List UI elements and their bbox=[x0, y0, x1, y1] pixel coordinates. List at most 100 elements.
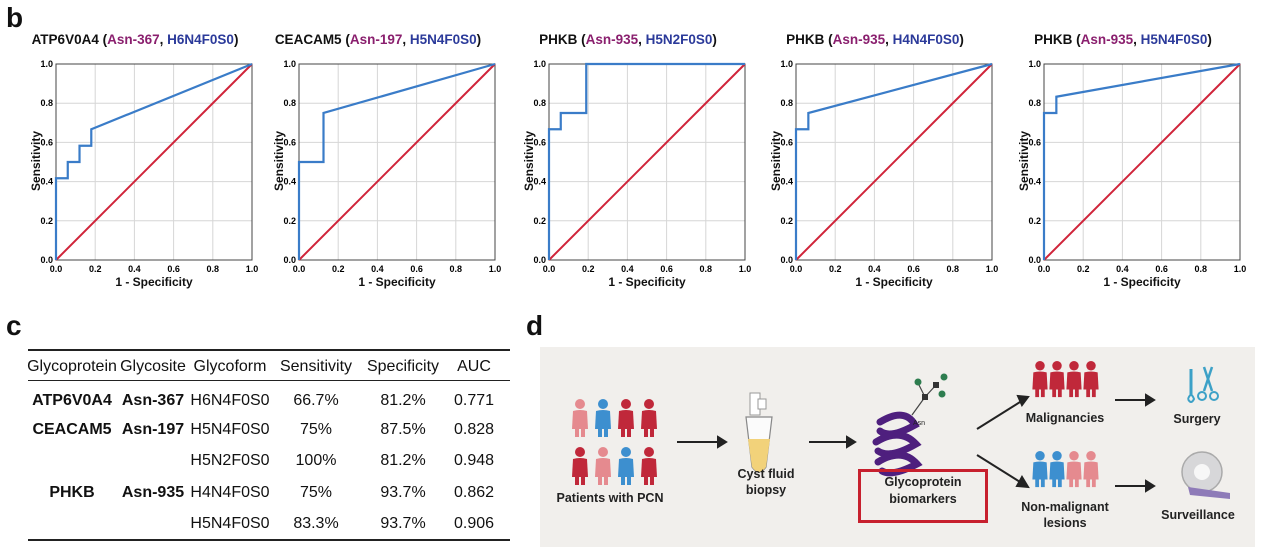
x-tick-label: 0.2 bbox=[829, 264, 842, 274]
x-tick-label: 0.4 bbox=[1116, 264, 1129, 274]
y-tick-label: 0.0 bbox=[283, 255, 296, 265]
x-tick-label: 0.8 bbox=[700, 264, 713, 274]
y-tick-label: 0.0 bbox=[1028, 255, 1041, 265]
roc-xlabel: 1 - Specificity bbox=[608, 275, 686, 289]
x-tick-label: 1.0 bbox=[246, 264, 259, 274]
person-leg bbox=[581, 428, 585, 437]
roc-plot: 0.00.0 0.2 0.2 0.4 0.4 0.6 0.6 0.8 0.8 1.0 1.0 bbox=[780, 59, 999, 274]
person-leg bbox=[1086, 478, 1091, 488]
roc-title-site: Asn-935 bbox=[1080, 32, 1134, 47]
person-leg bbox=[1074, 478, 1079, 488]
y-tick-label: 1.0 bbox=[283, 59, 296, 69]
x-tick-label: 0.2 bbox=[332, 264, 345, 274]
table-cell: 81.2% bbox=[380, 392, 426, 409]
person-head bbox=[1086, 361, 1096, 371]
roc-title-protein: PHKB bbox=[1034, 32, 1073, 47]
y-tick-label: 0.6 bbox=[1028, 137, 1041, 147]
y-tick-label: 0.0 bbox=[533, 255, 546, 265]
roc-chart-title: CEACAM5 (Asn-197, H5N4F0S0) bbox=[255, 32, 501, 47]
person-body bbox=[618, 458, 634, 477]
roc-title-sep: , bbox=[638, 32, 646, 47]
x-tick-label: 1.0 bbox=[739, 264, 752, 274]
roc-title-open: ( bbox=[577, 32, 586, 47]
table-cell: 83.3% bbox=[293, 515, 339, 532]
x-tick-label: 1.0 bbox=[986, 264, 999, 274]
roc-title-open: ( bbox=[341, 32, 350, 47]
x-tick-label: 0.8 bbox=[207, 264, 220, 274]
roc-title-protein: PHKB bbox=[539, 32, 578, 47]
person-head bbox=[598, 399, 608, 409]
arrow-surgery-head bbox=[1145, 393, 1156, 407]
non-malignant-label-line1: Non-malignant bbox=[1021, 500, 1109, 514]
roc-title-site: Asn-935 bbox=[832, 32, 886, 47]
table-cell: H5N4F0S0 bbox=[190, 515, 270, 532]
person-head bbox=[1035, 361, 1045, 371]
roc-xlabel: 1 - Specificity bbox=[115, 275, 193, 289]
y-tick-label: 0.2 bbox=[1028, 216, 1041, 226]
x-tick-label: 0.2 bbox=[1077, 264, 1090, 274]
roc-plot: 0.00.0 0.2 0.2 0.4 0.4 0.6 0.6 0.8 0.8 1.0 1.0 bbox=[533, 59, 752, 274]
table-cell: 0.906 bbox=[453, 515, 495, 532]
roc-title-open: ( bbox=[1072, 32, 1081, 47]
roc-plot: 0.00.0 0.2 0.2 0.4 0.4 0.6 0.6 0.8 0.8 1.0 1.0 bbox=[1028, 59, 1247, 274]
person-leg bbox=[1074, 388, 1079, 398]
table-cell: 0.862 bbox=[453, 484, 495, 501]
non-malignant-label-line2: lesions bbox=[1043, 516, 1087, 530]
person-leg bbox=[1091, 478, 1096, 488]
table-header-cell: Glycosite bbox=[120, 358, 186, 375]
person-head bbox=[644, 399, 654, 409]
roc-ylabel: Sensitivity bbox=[769, 130, 783, 192]
person-leg bbox=[644, 428, 648, 437]
table-cell: 87.5% bbox=[380, 421, 426, 438]
roc-title-site: Asn-367 bbox=[107, 32, 160, 47]
biomarker-label-line2: biomarkers bbox=[889, 492, 957, 506]
roc-title-sep: , bbox=[885, 32, 893, 47]
roc-ylabel: Sensitivity bbox=[29, 130, 43, 192]
y-tick-label: 0.2 bbox=[533, 216, 546, 226]
table-cell: H4N4F0S0 bbox=[190, 484, 270, 501]
y-tick-label: 0.8 bbox=[1028, 98, 1041, 108]
roc-title-protein: ATP6V0A4 bbox=[31, 32, 99, 47]
person-head bbox=[1052, 451, 1062, 461]
roc-title-open: ( bbox=[824, 32, 833, 47]
roc-ylabel: Sensitivity bbox=[272, 130, 286, 192]
surgery-label: Surgery bbox=[1173, 412, 1221, 426]
roc-title-sep: , bbox=[1133, 32, 1141, 47]
person-leg bbox=[621, 476, 625, 485]
arrow-surveil-head bbox=[1145, 479, 1156, 493]
person-body bbox=[572, 410, 588, 429]
person-leg bbox=[627, 476, 631, 485]
person-leg bbox=[1086, 388, 1091, 398]
roc-chart-title: PHKB (Asn-935, H5N2F0S0) bbox=[505, 32, 751, 47]
x-tick-label: 1.0 bbox=[1234, 264, 1247, 274]
panel-letter-b: b bbox=[6, 2, 24, 33]
y-tick-label: 0.6 bbox=[533, 137, 546, 147]
x-tick-label: 0.6 bbox=[410, 264, 423, 274]
roc-chart-5: PHKB (Asn-935, H5N4F0S0) 0.0 0.0 0.2 0.2 0.4 0… bbox=[1000, 28, 1246, 298]
person-body bbox=[1066, 371, 1082, 390]
reference-diagonal bbox=[1043, 63, 1241, 261]
person-leg bbox=[627, 428, 631, 437]
x-tick-label: 0.4 bbox=[371, 264, 384, 274]
glycoprotein-helix-icon bbox=[872, 411, 923, 477]
asn-label: Asn bbox=[912, 420, 926, 427]
roc-xlabel: 1 - Specificity bbox=[1103, 275, 1181, 289]
arrow-up bbox=[976, 401, 1021, 430]
table-header-cell: Specificity bbox=[366, 358, 440, 375]
arrow-down bbox=[976, 454, 1021, 483]
person-head bbox=[575, 447, 585, 457]
y-tick-label: 1.0 bbox=[533, 59, 546, 69]
cropped-top-strip bbox=[330, 0, 760, 6]
y-tick-label: 0.4 bbox=[40, 177, 53, 187]
person-leg bbox=[621, 428, 625, 437]
person-leg bbox=[1040, 388, 1045, 398]
x-tick-label: 0.6 bbox=[907, 264, 920, 274]
person-leg bbox=[650, 476, 654, 485]
person-head bbox=[1052, 361, 1062, 371]
x-tick-label: 1.0 bbox=[489, 264, 502, 274]
x-tick-label: 0.4 bbox=[621, 264, 634, 274]
table-header-rule bbox=[28, 380, 510, 381]
biomarker-label-line1: Glycoprotein bbox=[884, 475, 962, 489]
person-leg bbox=[1057, 478, 1062, 488]
x-tick-label: 0.4 bbox=[868, 264, 881, 274]
